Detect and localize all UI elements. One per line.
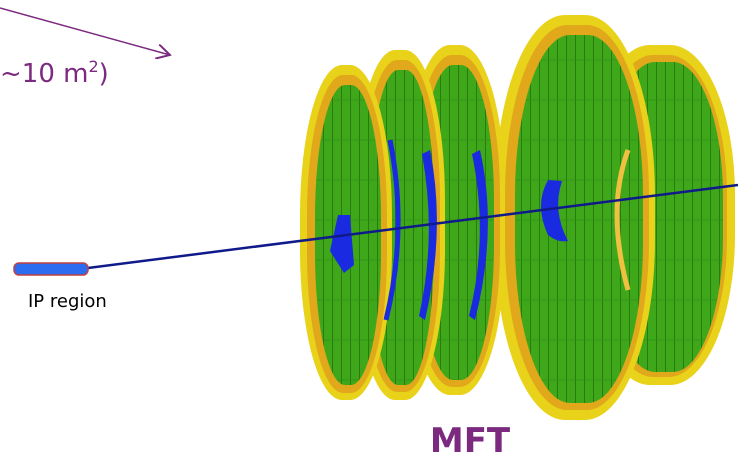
ip-cylinder <box>14 263 88 275</box>
ip-label: IP region <box>28 291 107 312</box>
page: ~10 m2) IP region MFT (() => { const dat… <box>0 0 738 462</box>
arrow <box>0 8 170 55</box>
area-text: ~10 m <box>0 59 88 89</box>
diagram: ~10 m2) IP region MFT <box>0 0 738 462</box>
area-label: ~10 m2) <box>0 57 109 89</box>
area-close: ) <box>99 59 109 89</box>
area-sup: 2 <box>88 57 98 76</box>
disk-face <box>515 35 643 403</box>
detector-label: MFT <box>430 421 511 461</box>
disks <box>300 15 735 420</box>
